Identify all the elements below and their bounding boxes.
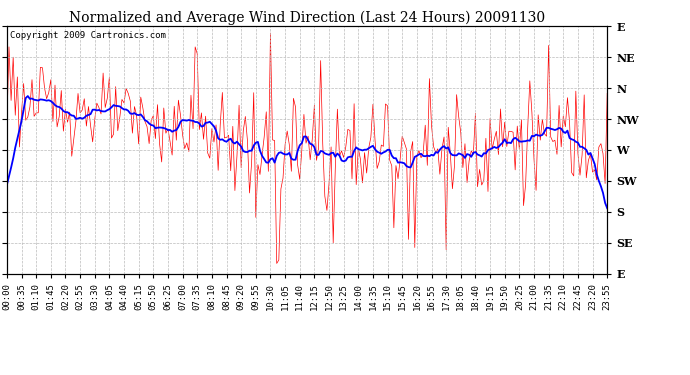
Text: Copyright 2009 Cartronics.com: Copyright 2009 Cartronics.com: [10, 31, 166, 40]
Title: Normalized and Average Wind Direction (Last 24 Hours) 20091130: Normalized and Average Wind Direction (L…: [69, 11, 545, 25]
